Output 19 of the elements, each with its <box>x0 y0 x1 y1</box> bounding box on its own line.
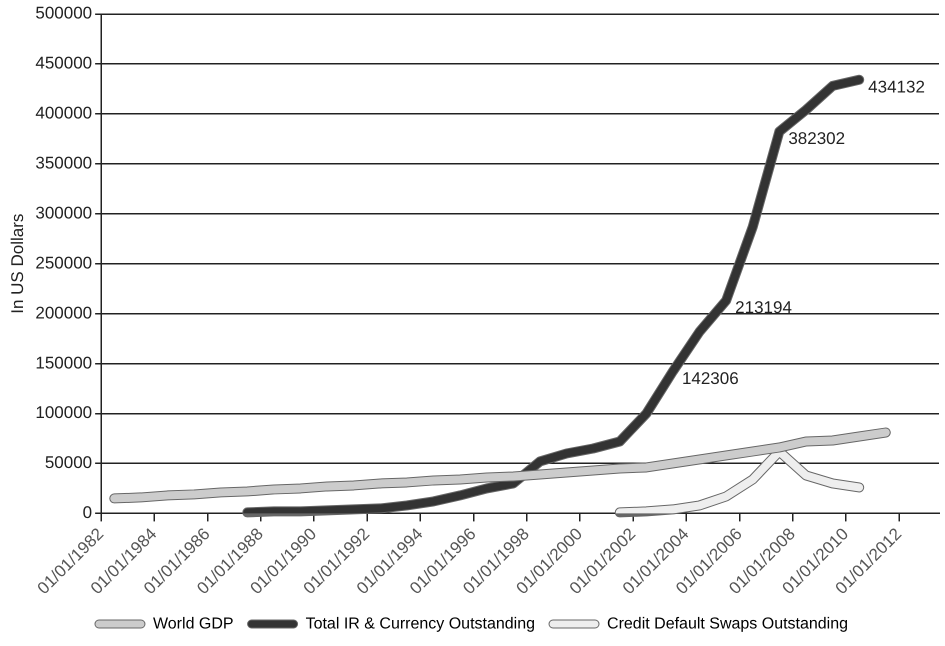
annotation: 434132 <box>868 77 925 96</box>
y-tick-label: 500000 <box>35 4 92 23</box>
legend-label: Credit Default Swaps Outstanding <box>607 615 848 632</box>
y-tick-label: 100000 <box>35 403 92 422</box>
y-tick-label: 150000 <box>35 353 92 372</box>
y-tick-label: 400000 <box>35 104 92 123</box>
y-tick-label: 250000 <box>35 253 92 272</box>
annotation: 213194 <box>735 298 792 318</box>
y-tick-label: 200000 <box>35 303 92 322</box>
y-axis-title: In US Dollars <box>8 214 27 314</box>
legend-label: Total IR & Currency Outstanding <box>306 615 536 632</box>
y-tick-label: 300000 <box>35 203 92 222</box>
legend-label: World GDP <box>152 615 234 632</box>
y-tick-label: 450000 <box>35 54 92 73</box>
y-tick-label: 50000 <box>44 453 92 472</box>
annotation: 382302 <box>788 129 846 148</box>
y-tick-label: 0 <box>82 503 92 522</box>
y-tick-label: 350000 <box>35 154 92 173</box>
annotation: 142306 <box>682 368 739 388</box>
